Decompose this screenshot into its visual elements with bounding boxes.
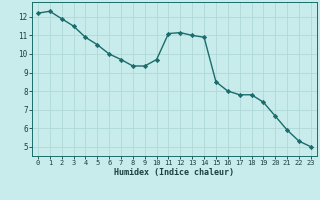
X-axis label: Humidex (Indice chaleur): Humidex (Indice chaleur) bbox=[115, 168, 234, 177]
